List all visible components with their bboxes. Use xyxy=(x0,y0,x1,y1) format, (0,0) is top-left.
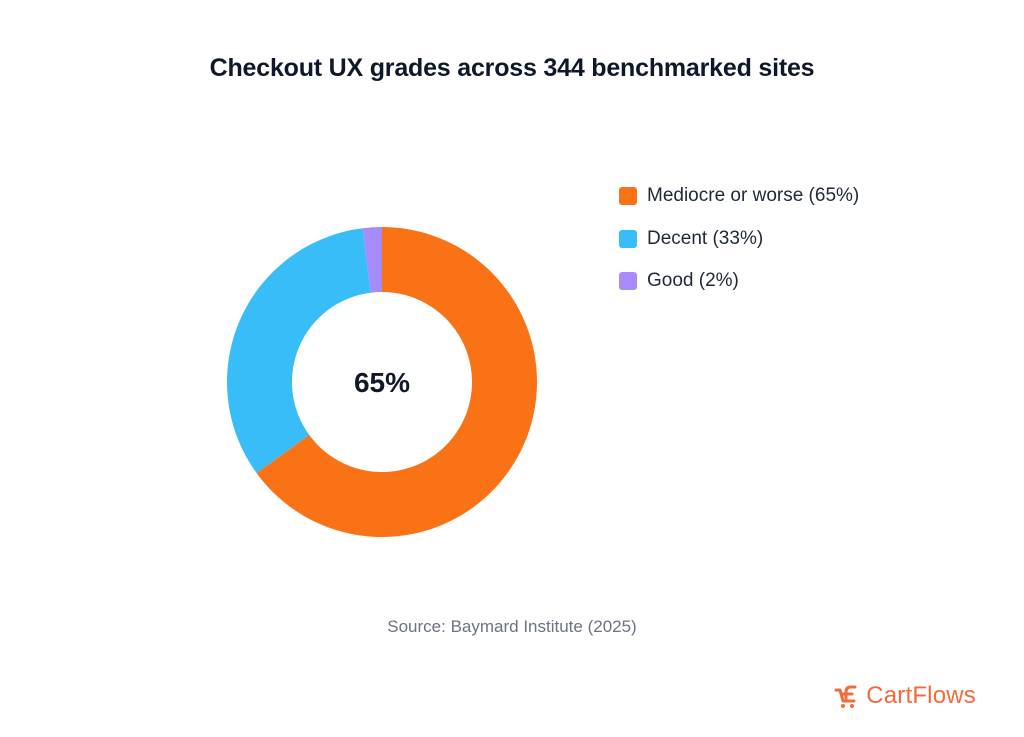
legend-item-mediocre: Mediocre or worse (65%) xyxy=(619,184,859,208)
cartflows-logo-icon xyxy=(834,685,857,708)
legend-label-mediocre: Mediocre or worse (65%) xyxy=(647,185,860,206)
legend-item-good: Good (2%) xyxy=(619,269,859,293)
donut-slice-decent xyxy=(227,228,371,474)
legend-swatch-mediocre xyxy=(619,187,637,205)
source-note: Source: Baymard Institute (2025) xyxy=(387,617,637,636)
legend-label-good: Good (2%) xyxy=(647,270,739,291)
legend-item-decent: Decent (33%) xyxy=(619,227,859,251)
donut-center-label: 65% xyxy=(354,367,410,398)
chart-legend: Mediocre or worse (65%) Decent (33%) Goo… xyxy=(619,184,859,312)
legend-swatch-decent xyxy=(619,229,637,248)
donut-slices xyxy=(227,227,537,537)
donut-slice-mediocre xyxy=(256,227,537,537)
donut-chart: 65% xyxy=(227,227,537,537)
chart-title: Checkout UX grades across 344 benchmarke… xyxy=(209,54,815,82)
legend-swatch-good xyxy=(619,272,637,290)
donut-slice-good xyxy=(362,227,382,293)
legend-label-decent: Decent (33%) xyxy=(647,227,764,249)
brand-logo: CartFlows xyxy=(832,682,976,710)
brand-name: CartFlows xyxy=(866,682,976,709)
